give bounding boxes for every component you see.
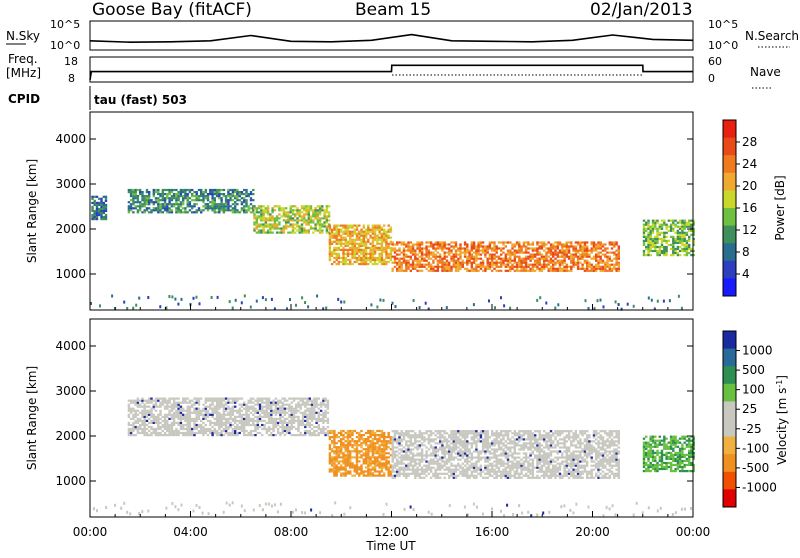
- colorbar-tick-label-2: 12: [742, 223, 757, 237]
- colorbar-cell-1: [723, 138, 736, 156]
- range-tick-label-1: 2000: [55, 222, 86, 236]
- velocity-colorbar: 1000 500 100 25 -25 -100 -500 -1000 Velocity [m…: [723, 331, 789, 508]
- freq-label: Freq.: [8, 52, 38, 66]
- time-tick-label-0: 00:00: [73, 525, 108, 539]
- time-axis-label: Time UT: [365, 539, 416, 553]
- colorbar-cell-7: [723, 243, 736, 261]
- colorbar-tick-label-3: 25: [742, 402, 757, 416]
- colorbar-cell-0: [723, 120, 736, 138]
- time-tick-label-3: 12:00: [374, 525, 409, 539]
- time-tick-label-5: 20:00: [575, 525, 610, 539]
- colorbar-tick-label-2: 100: [742, 383, 765, 397]
- colorbar-cell-8: [723, 261, 736, 279]
- radar-title: Goose Bay (fitACF): [92, 0, 252, 20]
- range-tick-label-2: 3000: [55, 177, 86, 191]
- freq-panel: Freq. [MHz] 18 8 60 0 Nave: [6, 52, 781, 88]
- time-tick-label-1: 04:00: [173, 525, 208, 539]
- colorbar-tick-label-3: 16: [742, 201, 757, 215]
- freq-tick-top: 18: [64, 55, 78, 68]
- colorbar-cell-3: [723, 384, 736, 402]
- nsky-label: N.Sky: [6, 29, 40, 43]
- colorbar-tick-label-6: -500: [742, 461, 769, 475]
- colorbar-cell-6: [723, 437, 736, 455]
- power-ylabel: Slant Range [km]: [25, 159, 39, 263]
- colorbar-tick-label-4: 20: [742, 179, 757, 193]
- freq-series-line: [90, 65, 693, 80]
- freq-unit-label: [MHz]: [6, 66, 41, 80]
- nave-tick-bottom: 0: [708, 72, 715, 85]
- colorbar-cell-7: [723, 454, 736, 472]
- colorbar-cell-8: [723, 472, 736, 490]
- velocity-ylabel: Slant Range [km]: [25, 366, 39, 470]
- cpid-value: tau (fast) 503: [94, 93, 187, 107]
- velocity-panel: 1000 2000 3000 4000 00:00 04:00 08:00 12:00 16:…: [25, 319, 710, 553]
- nsearch-label: N.Search: [745, 29, 799, 43]
- nave-label: Nave: [750, 65, 781, 79]
- colorbar-tick-label-1: 8: [742, 245, 750, 259]
- colorbar-cell-0: [723, 331, 736, 349]
- power-panel: 1000 2000 3000 4000 Slant Range [km]: [25, 112, 695, 311]
- nsky-series-line: [90, 35, 693, 43]
- beam-title: Beam 15: [355, 0, 431, 20]
- nsearch-tick-top: 10^5: [708, 18, 738, 31]
- scatter-band-1: [329, 430, 392, 477]
- colorbar-tick-label-5: -100: [742, 441, 769, 455]
- colorbar-tick-label-0: 1000: [742, 344, 773, 358]
- colorbar-cell-5: [723, 419, 736, 437]
- colorbar-tick-label-1: 500: [742, 363, 765, 377]
- colorbar-cell-1: [723, 349, 736, 367]
- colorbar-cell-5: [723, 208, 736, 226]
- colorbar-cell-4: [723, 190, 736, 208]
- colorbar-cell-9: [723, 278, 736, 296]
- colorbar-tick-label-0: 4: [742, 267, 750, 281]
- colorbar-tick-label-6: 28: [742, 135, 757, 149]
- nsky-tick-bottom: 10^0: [50, 39, 80, 52]
- scatter-band-3: [329, 225, 392, 266]
- range-tick-label-1: 2000: [55, 429, 86, 443]
- nsearch-tick-bottom: 10^0: [708, 39, 738, 52]
- time-tick-label-6: 00:00: [676, 525, 711, 539]
- cpid-label: CPID: [8, 92, 40, 106]
- range-tick-label-0: 1000: [55, 474, 86, 488]
- freq-tick-bottom: 8: [68, 72, 75, 85]
- colorbar-cell-4: [723, 401, 736, 419]
- time-tick-label-2: 08:00: [274, 525, 309, 539]
- noise-panel: N.Sky 10^5 10^0 10^5 10^0 N.Search: [6, 18, 799, 52]
- range-tick-label-0: 1000: [55, 267, 86, 281]
- colorbar-cell-2: [723, 366, 736, 384]
- power-colorbar: 4 8 12 16 20 24 28 Power [dB]: [723, 120, 787, 297]
- colorbar-tick-label-5: 24: [742, 157, 757, 171]
- time-tick-label-4: 16:00: [475, 525, 510, 539]
- colorbar-cell-3: [723, 173, 736, 191]
- colorbar-tick-label-7: -1000: [742, 480, 777, 494]
- velocity-colorbar-label: Velocity [m s-1]: [775, 375, 789, 465]
- colorbar-cell-9: [723, 489, 736, 507]
- range-tick-label-2: 3000: [55, 384, 86, 398]
- power-colorbar-label: Power [dB]: [773, 175, 787, 240]
- colorbar-cell-6: [723, 226, 736, 244]
- colorbar-tick-label-4: -25: [742, 422, 762, 436]
- nave-tick-top: 60: [708, 55, 722, 68]
- date-title: 02/Jan/2013: [590, 0, 693, 20]
- colorbar-cell-2: [723, 155, 736, 173]
- range-tick-label-3: 4000: [55, 132, 86, 146]
- nsky-tick-top: 10^5: [50, 18, 80, 31]
- range-tick-label-3: 4000: [55, 339, 86, 353]
